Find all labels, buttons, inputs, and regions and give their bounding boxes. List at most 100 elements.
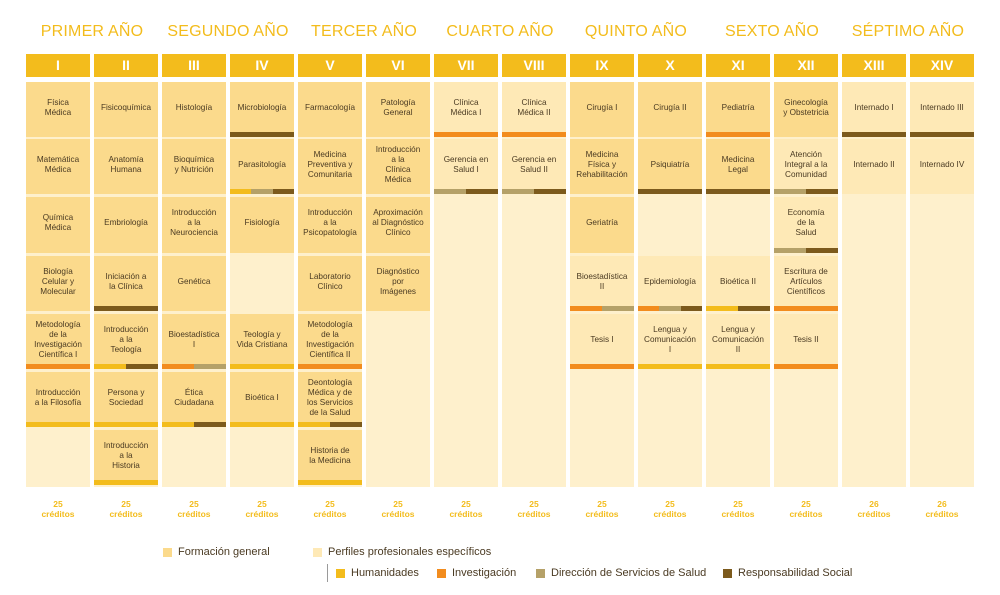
course-name: Gerencia en Salud II [512, 155, 557, 175]
course-name-line: Gerencia en [511, 154, 557, 164]
course-name-line: Comunicación [644, 334, 696, 344]
semester-credits: 25 créditos [366, 499, 430, 519]
course-name-line: Comunitaria [307, 169, 353, 179]
course-name-line: Científica I [38, 349, 78, 359]
course-name-line: la Medicina [309, 455, 351, 465]
course-cell: Geriatría [570, 197, 634, 253]
credits-text: 25 [393, 499, 403, 509]
stripe-segment [638, 189, 702, 194]
course-name-line: Genética [177, 276, 211, 286]
course-name: Bioestadística I [169, 330, 220, 350]
course-name: Química Médica [43, 213, 73, 233]
legend-direccion: Dirección de Servicios de Salud [536, 567, 706, 579]
stripe-segment [434, 132, 498, 137]
stripe-segment [774, 306, 838, 311]
course-name-line: Metodología [307, 319, 353, 329]
credits-text: 25 [529, 499, 539, 509]
course-name-line: Salud I [453, 164, 479, 174]
course-name-line: General [383, 107, 413, 117]
course-area-stripe [706, 306, 770, 311]
course-area-stripe [570, 306, 634, 311]
course-cell: Gerencia en Salud II [502, 139, 566, 194]
year-title: SEGUNDO AÑO [167, 23, 289, 40]
course-name-line: Deontología [307, 377, 353, 387]
course-cell: Ginecología y Obstetricia [774, 82, 838, 137]
credits-text: créditos [721, 509, 755, 519]
course-name-line: Internado IV [919, 159, 965, 169]
stripe-segment [534, 189, 566, 194]
course-cell: Tesis I [570, 314, 634, 369]
course-cell: Escritura de Artículos Científicos [774, 256, 838, 311]
legend-investigacion-label: Investigación [452, 567, 517, 579]
course-area-stripe [842, 132, 906, 137]
course-name: Introducción a la Historia [104, 441, 149, 471]
course-area-stripe [230, 132, 294, 137]
stripe-segment [910, 132, 974, 137]
course-cell: Medicina Legal [706, 139, 770, 194]
course-name: Bioestadística II [577, 272, 628, 292]
course-name: Internado II [853, 160, 894, 170]
course-area-stripe [230, 422, 294, 427]
course-area-stripe [434, 189, 498, 194]
course-name: Deontología Médica y de los Servicios de la… [307, 378, 353, 418]
course-name-line: Médica I [450, 107, 482, 117]
stripe-segment [502, 189, 534, 194]
semester-header: XIV [910, 54, 974, 77]
course-name-line: Investigación [306, 339, 354, 349]
legend-general-label: Formación general [178, 546, 270, 558]
course-cell: Histología [162, 82, 226, 137]
course-cell: Historia de la Medicina [298, 430, 362, 485]
credits-text: 25 [189, 499, 199, 509]
course-area-stripe [570, 364, 634, 369]
course-name-line: Salud II [520, 164, 548, 174]
course-name: Farmacología [305, 103, 355, 113]
stripe-segment [774, 364, 838, 369]
credits-text: 25 [801, 499, 811, 509]
course-name-line: Bioestadística [168, 329, 220, 339]
course-name-line: Médica [384, 174, 412, 184]
semester-header: IV [230, 54, 294, 77]
course-area-stripe [162, 364, 226, 369]
stripe-segment [638, 306, 660, 311]
course-cell: Metodología de la Investigación Científica … [26, 314, 90, 369]
course-name: Diagnóstico por Imágenes [377, 267, 420, 297]
course-name-line: Médica II [517, 107, 551, 117]
course-name-line: Embriología [104, 218, 148, 227]
course-cell: Fisiología [230, 197, 294, 253]
course-cell: Internado III [910, 82, 974, 137]
course-name: Economía de la Salud [788, 208, 825, 238]
semester-header: XI [706, 54, 770, 77]
course-name: Introducción a la Filosofía [35, 388, 81, 408]
course-name-line: Patología [380, 97, 416, 107]
course-name: Ginecología y Obstetricia [783, 98, 829, 118]
credits-text: créditos [245, 509, 279, 519]
semester-header: V [298, 54, 362, 77]
course-name-line: Histología [175, 102, 213, 112]
course-name: Lengua y Comunicación I [644, 325, 696, 355]
course-name-line: de la [49, 329, 67, 339]
year-title: SÉPTIMO AÑO [851, 23, 965, 40]
credits-text: créditos [925, 509, 959, 519]
course-name-line: Química [42, 213, 74, 222]
course-name-line: Científicos [786, 286, 826, 296]
course-cell: Internado I [842, 82, 906, 137]
legend-responsabilidad: Responsabilidad Social [723, 567, 852, 579]
semester-header: X [638, 54, 702, 77]
course-name-line: Introducción [171, 208, 217, 217]
course-name: Bioquímica y Nutrición [174, 155, 215, 175]
course-area-stripe [774, 364, 838, 369]
course-name-line: Medicina [585, 149, 619, 159]
credits-text: 26 [937, 499, 947, 509]
course-area-stripe [502, 189, 566, 194]
course-name-line: Bioética II [720, 276, 756, 286]
semester-credits: 25 créditos [26, 499, 90, 519]
semester-credits: 25 créditos [230, 499, 294, 519]
course-name: Internado III [920, 103, 964, 113]
course-name-line: Escritura de [784, 266, 828, 276]
course-area-stripe [706, 132, 770, 137]
stripe-segment [806, 248, 838, 253]
course-cell: Lengua y Comunicación I [638, 314, 702, 369]
course-cell: Introducción a la Historia [94, 430, 158, 485]
course-name-line: Medicina [721, 154, 755, 164]
stripe-segment [230, 364, 294, 369]
